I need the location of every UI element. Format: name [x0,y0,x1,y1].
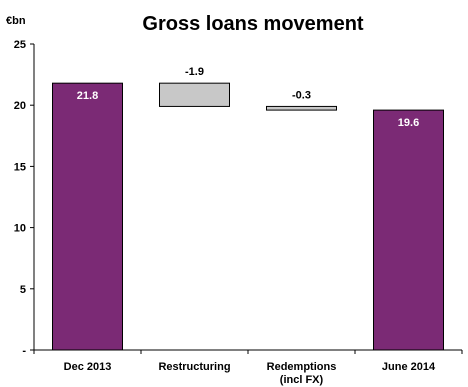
y-tick-label: 20 [14,100,26,112]
y-axis-unit: €bn [6,15,26,27]
change-bar [159,82,230,107]
axes: - 5 10 15 20 25 Dec 2013 Restructuring Redemptio… [14,39,463,386]
category-label: June 2014 [382,361,436,373]
total-bar [52,82,123,351]
y-tick-label: 15 [14,161,26,173]
data-labels: 21.8 -1.9 -0.3 19.6 [77,66,419,129]
bar-value-label: 19.6 [398,117,419,129]
category-label: Restructuring [158,361,230,373]
bar-value-label: -1.9 [185,66,204,78]
bars [52,82,444,351]
change-bar [266,105,337,111]
y-tick-label: 5 [20,284,26,296]
category-label: Dec 2013 [64,361,112,373]
bar-value-label: 21.8 [77,90,98,102]
y-tick-label: 10 [14,223,26,235]
bar-value-label: -0.3 [292,89,311,101]
chart-title: Gross loans movement [142,13,364,35]
category-label: Redemptions (incl FX) [267,361,337,386]
y-tick-label: - [22,345,26,357]
total-bar [373,109,444,351]
y-tick-label: 25 [14,39,26,51]
